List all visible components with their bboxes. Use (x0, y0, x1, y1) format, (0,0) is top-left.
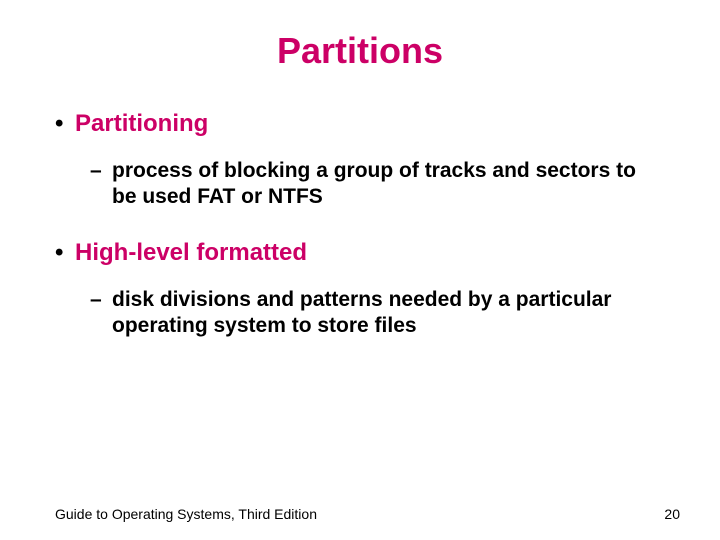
bullet-marker: • (55, 239, 75, 267)
bullet-marker: • (55, 110, 75, 138)
bullet-text: Partitioning (75, 110, 208, 138)
bullet-text: disk divisions and patterns needed by a … (112, 287, 650, 340)
bullet-level2: – process of blocking a group of tracks … (90, 158, 650, 211)
page-number: 20 (664, 506, 680, 522)
bullet-text: process of blocking a group of tracks an… (112, 158, 650, 211)
bullet-level2: – disk divisions and patterns needed by … (90, 287, 650, 340)
bullet-marker: – (90, 158, 112, 184)
footer-left: Guide to Operating Systems, Third Editio… (55, 506, 317, 522)
slide: Partitions • Partitioning – process of b… (0, 0, 720, 540)
footer: Guide to Operating Systems, Third Editio… (55, 506, 680, 522)
slide-title: Partitions (40, 30, 680, 72)
bullet-text: High-level formatted (75, 239, 307, 267)
bullet-level1: • High-level formatted (55, 239, 680, 267)
bullet-marker: – (90, 287, 112, 313)
bullet-level1: • Partitioning (55, 110, 680, 138)
